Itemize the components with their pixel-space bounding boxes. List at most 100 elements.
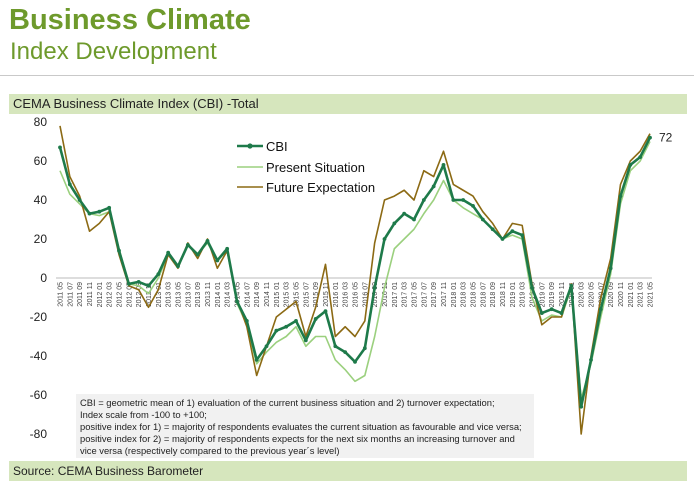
x-tick-label: 2019 01	[510, 282, 517, 307]
cbi-point	[569, 283, 574, 288]
x-tick-label: 2018 01	[451, 282, 458, 307]
x-tick-label: 2014 11	[264, 282, 271, 307]
x-tick-label: 2013 07	[185, 282, 192, 307]
x-tick-label: 2019 09	[549, 282, 556, 307]
cbi-point	[254, 358, 259, 362]
x-tick-label: 2012 01	[97, 282, 104, 307]
cbi-point	[638, 155, 643, 160]
x-tick-label: 2013 03	[166, 282, 173, 307]
x-tick-label: 2013 01	[156, 282, 163, 307]
x-tick-label: 2011 05	[58, 282, 65, 307]
cbi-point	[58, 145, 62, 150]
cbi-point	[343, 350, 348, 354]
x-tick-label: 2021 03	[638, 282, 645, 307]
x-tick-label: 2015 05	[294, 282, 301, 307]
cbi-point	[225, 246, 230, 251]
source-bar: Source: CEMA Business Barometer	[9, 461, 687, 481]
cbi-point	[392, 221, 397, 226]
y-tick-label: 40	[34, 193, 48, 207]
cbi-point	[205, 239, 210, 243]
x-tick-label: 2015 09	[313, 282, 320, 307]
x-tick-label: 2019 03	[520, 282, 527, 307]
note-line-3: positive index for 1) = majority of resp…	[80, 421, 522, 432]
x-tick-label: 2017 07	[421, 282, 428, 307]
cbi-point	[500, 237, 505, 241]
x-tick-label: 2013 09	[195, 282, 202, 307]
chart-legend: CBI Present Situation Future Expectation	[237, 139, 375, 195]
x-tick-label: 2020 11	[618, 282, 625, 307]
x-tick-label: 2021 05	[648, 282, 655, 307]
x-tick-label: 2012 09	[136, 282, 143, 307]
cbi-point	[461, 198, 466, 202]
cbi-point	[520, 233, 525, 238]
cbi-point	[402, 211, 407, 216]
note-line-4: positive index for 2) = majority of resp…	[80, 433, 515, 444]
y-tick-label: 0	[40, 271, 47, 285]
x-tick-label: 2016 05	[353, 282, 360, 307]
header-divider	[0, 75, 694, 76]
y-tick-label: 20	[34, 232, 48, 246]
x-tick-label: 2019 05	[530, 282, 537, 307]
page-subtitle: Index Development	[10, 38, 217, 65]
cbi-point	[382, 237, 387, 241]
x-tick-label: 2015 01	[274, 282, 281, 307]
cbi-point	[107, 205, 112, 210]
cbi-point	[441, 163, 446, 167]
cbi-point	[421, 198, 426, 202]
cbi-point	[77, 198, 82, 202]
cbi-point	[412, 217, 416, 222]
cbi-point	[530, 285, 534, 290]
note-line-5: vice versa (respectively compared to the…	[80, 445, 340, 456]
x-tick-label: 2015 03	[284, 282, 291, 307]
cbi-point	[136, 280, 141, 284]
x-tick-label: 2018 11	[500, 282, 507, 307]
methodology-note: CBI = geometric mean of 1) evaluation of…	[76, 394, 534, 458]
cbi-point	[549, 307, 554, 312]
cbi-point	[608, 266, 613, 271]
cbi-point	[480, 217, 485, 222]
legend-label-present-situation: Present Situation	[266, 160, 365, 175]
x-tick-label: 2012 11	[146, 282, 153, 307]
x-tick-label: 2011 07	[67, 282, 74, 307]
cbi-point	[294, 319, 298, 323]
note-line-2: Index scale from -100 to +100;	[80, 409, 207, 420]
y-tick-label: -20	[30, 310, 48, 324]
x-tick-label: 2011 11	[87, 282, 94, 306]
x-tick-label: 2018 05	[471, 282, 478, 307]
cbi-point	[628, 163, 633, 167]
cbi-point	[618, 194, 623, 199]
cbi-point	[372, 285, 377, 290]
cbi-point	[264, 344, 269, 349]
series-line-future-expectation	[59, 125, 651, 435]
cbi-point	[471, 203, 475, 208]
x-tick-label: 2014 01	[215, 282, 222, 307]
x-tick-label: 2015 07	[303, 282, 310, 307]
x-tick-label: 2013 11	[205, 282, 212, 307]
y-tick-label: -40	[30, 349, 48, 363]
x-tick-label: 2017 01	[392, 282, 399, 307]
cbi-point	[313, 317, 318, 321]
x-tick-label: 2018 09	[490, 282, 497, 307]
x-tick-label: 2018 03	[461, 282, 468, 307]
cbi-point	[87, 211, 92, 216]
x-tick-label: 2016 09	[372, 282, 379, 307]
x-tick-label: 2012 07	[126, 282, 133, 307]
x-tick-label: 2017 09	[431, 282, 438, 307]
x-tick-label: 2020 05	[589, 282, 596, 307]
x-tick-label: 2017 05	[412, 282, 419, 307]
source-text: Source: CEMA Business Barometer	[13, 464, 204, 478]
cbi-point	[333, 344, 338, 349]
cbi-point	[235, 299, 239, 304]
legend-marker-cbi	[247, 143, 253, 149]
cbi-point	[431, 184, 436, 189]
cbi-point	[362, 346, 367, 351]
cbi-point	[648, 135, 652, 140]
series-line-present-situation	[59, 141, 651, 400]
series-line-cbi	[58, 137, 652, 409]
cbi-point	[589, 358, 593, 362]
cbi-point	[323, 309, 328, 314]
legend-label-cbi: CBI	[266, 139, 288, 154]
cbi-point	[244, 319, 249, 323]
x-tick-label: 2016 03	[343, 282, 350, 307]
legend-label-future-expectation: Future Expectation	[266, 180, 375, 195]
